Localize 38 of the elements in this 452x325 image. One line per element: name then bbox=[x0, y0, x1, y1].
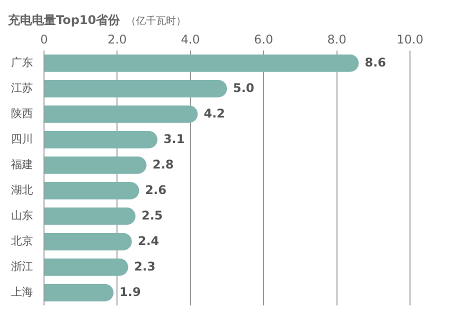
y-tick-label: 湖北 bbox=[11, 184, 33, 197]
bar bbox=[44, 105, 198, 123]
x-tick-label: 2.0 bbox=[108, 32, 127, 46]
bar bbox=[44, 258, 128, 276]
y-tick-label: 陕西 bbox=[11, 107, 33, 120]
y-tick-label: 广东 bbox=[11, 56, 33, 70]
bar bbox=[44, 284, 114, 302]
y-tick-label: 上海 bbox=[11, 286, 33, 299]
data-label: 2.4 bbox=[138, 234, 160, 248]
x-tick-label: 8.0 bbox=[327, 32, 346, 46]
chart-subtitle: （亿千瓦时） bbox=[126, 16, 186, 27]
data-label: 1.9 bbox=[120, 284, 141, 299]
y-tick-label: 山东 bbox=[11, 209, 33, 222]
data-label: 2.5 bbox=[142, 208, 163, 222]
x-tick-label: 6.0 bbox=[254, 32, 274, 46]
data-label: 2.8 bbox=[152, 157, 174, 172]
data-label: 5.0 bbox=[233, 80, 254, 95]
x-tick-label: 10.0 bbox=[396, 32, 424, 46]
y-tick-label: 江苏 bbox=[11, 82, 33, 95]
bar bbox=[44, 54, 359, 72]
bar bbox=[44, 232, 132, 250]
bar bbox=[44, 156, 146, 174]
chart-title: 充电电量Top10省份 bbox=[8, 13, 120, 27]
x-tick-label: 0 bbox=[40, 32, 48, 46]
bar bbox=[44, 182, 140, 200]
y-tick-label: 浙江 bbox=[11, 260, 33, 274]
y-tick-label: 北京 bbox=[11, 234, 33, 248]
x-tick-label: 4.0 bbox=[180, 32, 200, 46]
data-label: 4.2 bbox=[204, 106, 225, 120]
data-label: 2.6 bbox=[145, 182, 166, 197]
data-label: 2.3 bbox=[134, 259, 156, 274]
data-label: 3.1 bbox=[163, 132, 185, 146]
bar bbox=[44, 207, 136, 225]
data-label: 8.6 bbox=[364, 55, 386, 70]
y-tick-label: 福建 bbox=[11, 158, 33, 172]
bar bbox=[44, 80, 227, 98]
bar bbox=[44, 130, 158, 148]
y-tick-label: 四川 bbox=[11, 132, 33, 146]
